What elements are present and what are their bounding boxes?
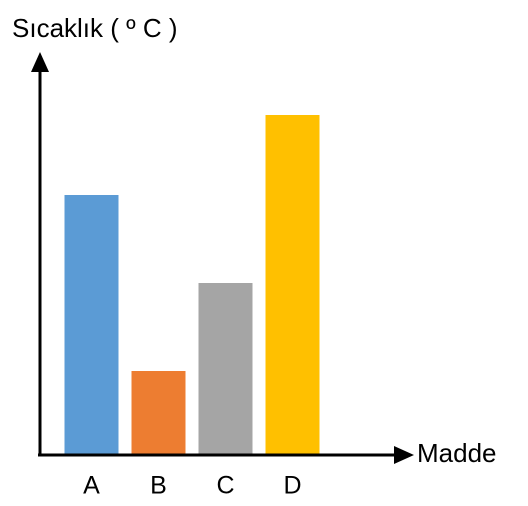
x-tick-label: B [150, 472, 167, 500]
y-axis-arrow [31, 52, 49, 72]
x-tick-label: A [83, 472, 100, 500]
bar [265, 115, 320, 455]
bar [198, 283, 253, 455]
x-tick-label: C [216, 472, 234, 500]
chart-title: Sıcaklık ( º C ) [12, 13, 178, 43]
bar [131, 371, 186, 455]
x-tick-label: D [283, 472, 301, 500]
bar [64, 195, 119, 455]
x-axis-arrow [394, 446, 414, 464]
x-axis-label: Madde [417, 438, 497, 468]
